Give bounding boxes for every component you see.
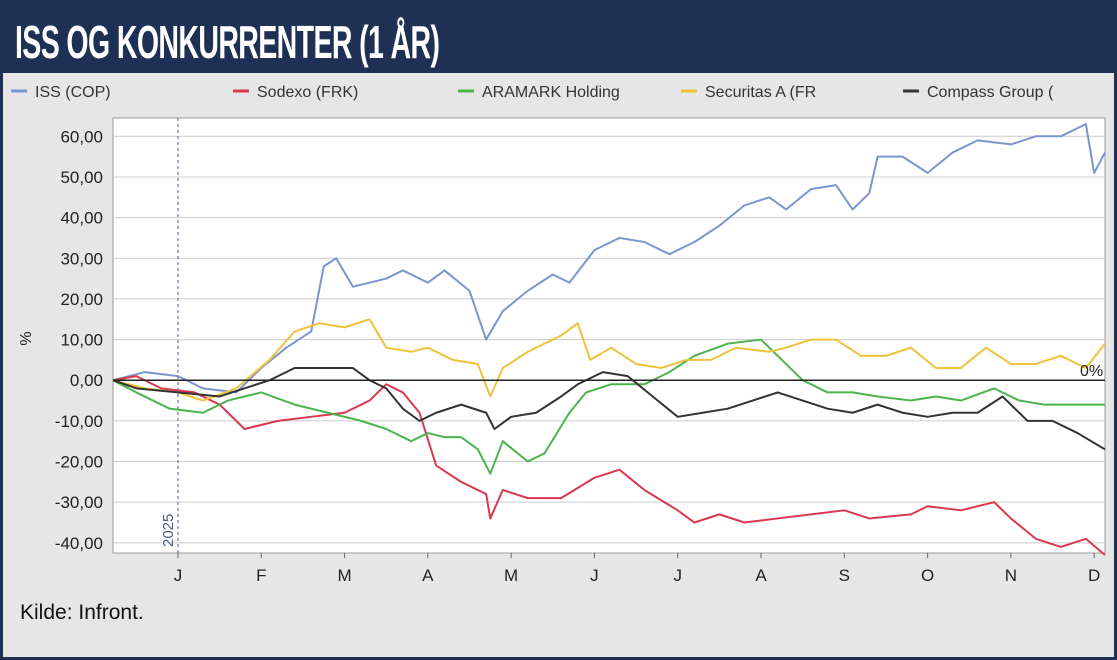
y-tick-label: 40,00 xyxy=(60,209,103,228)
zero-label: 0% xyxy=(1080,363,1103,380)
x-tick-label: S xyxy=(839,566,850,585)
series-line-compass-group xyxy=(112,367,1106,451)
legend-label: ARAMARK Holding xyxy=(482,84,620,101)
legend-label: Securitas A (FR xyxy=(705,84,816,101)
x-tick-label: N xyxy=(1005,566,1017,585)
x-tick-label: M xyxy=(504,566,518,585)
line-chart: ISS (COP) Sodexo (FRK) ARAMARK Holding Secu… xyxy=(11,84,1106,585)
x-tick-label: A xyxy=(755,566,767,585)
series-line-iss-cop xyxy=(112,123,1106,394)
year-marker-label: 2025 xyxy=(160,514,177,547)
y-tick-label: 0,00 xyxy=(70,371,103,390)
header: ISS OG KONKURRENTER (1 ÅR) xyxy=(3,3,1114,73)
x-tick-label: A xyxy=(422,566,434,585)
series-line-aramark-holding xyxy=(112,338,1105,475)
legend-label: Sodexo (FRK) xyxy=(257,84,358,101)
x-tick-label: M xyxy=(337,566,351,585)
series-line-securitas-a-fr xyxy=(112,318,1106,402)
x-tick-label: D xyxy=(1088,566,1100,585)
y-tick-label: 20,00 xyxy=(60,290,103,309)
y-tick-label: -10,00 xyxy=(55,412,103,431)
y-tick-label: 50,00 xyxy=(60,168,103,187)
x-tick-label: J xyxy=(174,566,183,585)
legend-label: Compass Group ( xyxy=(927,84,1054,101)
legend-label: ISS (COP) xyxy=(35,84,111,101)
x-tick-label: J xyxy=(673,566,682,585)
chart-title: ISS OG KONKURRENTER (1 ÅR) xyxy=(15,16,440,68)
source-note: Kilde: Infront. xyxy=(20,601,144,624)
x-tick-label: J xyxy=(590,566,599,585)
x-tick-label: O xyxy=(921,566,934,585)
y-tick-label: 10,00 xyxy=(60,331,103,350)
plot-area xyxy=(112,117,1106,554)
y-tick-label: -20,00 xyxy=(55,453,103,472)
y-tick-label: -40,00 xyxy=(55,534,103,553)
y-tick-label: 30,00 xyxy=(60,249,103,268)
series-line-sodexo-frk xyxy=(112,375,1106,556)
y-tick-label: -30,00 xyxy=(55,493,103,512)
x-tick-label: F xyxy=(256,566,266,585)
y-axis-label: % xyxy=(18,331,35,345)
y-tick-label: 60,00 xyxy=(60,127,103,146)
